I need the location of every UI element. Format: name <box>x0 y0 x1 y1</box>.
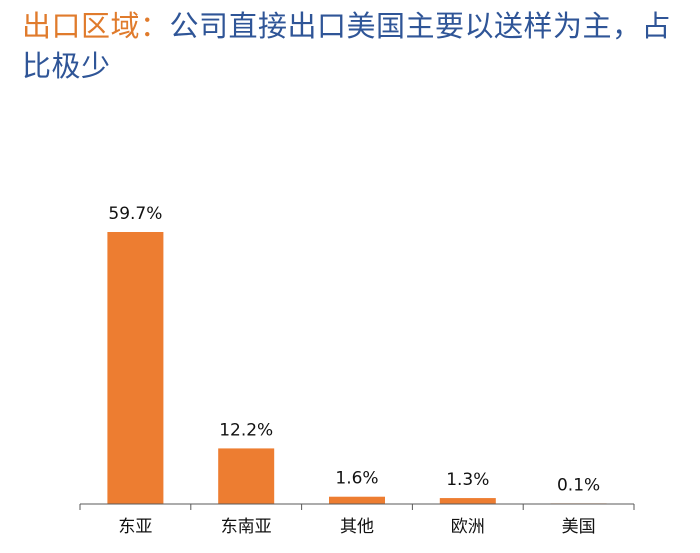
bar-3 <box>439 498 496 504</box>
bar-1 <box>218 448 275 504</box>
category-label-2: 其他 <box>340 517 374 537</box>
value-label-1: 12.2% <box>219 420 273 440</box>
category-label-3: 欧洲 <box>451 517 485 537</box>
value-label-3: 1.3% <box>446 470 489 490</box>
value-label-0: 59.7% <box>108 204 162 224</box>
category-label-0: 东亚 <box>118 517 152 537</box>
category-label-1: 东南亚 <box>221 517 272 537</box>
category-labels-group: 东亚 东南亚 其他 欧洲 美国 <box>118 517 595 537</box>
title-main: 公司直接出口美国主要以送样为主，占比极少 <box>22 9 672 83</box>
bars-group <box>107 232 607 504</box>
page-title: 出口区域：公司直接出口美国主要以送样为主，占比极少 <box>22 6 692 86</box>
value-label-2: 1.6% <box>335 469 378 489</box>
category-label-4: 美国 <box>562 517 596 537</box>
title-prefix: 出口区域： <box>22 9 170 43</box>
bar-2 <box>329 496 385 504</box>
value-labels-group: 59.7% 12.2% 1.6% 1.3% 0.1% <box>108 204 600 495</box>
value-label-4: 0.1% <box>557 475 600 495</box>
x-ticks-group <box>79 504 635 510</box>
bar-0 <box>107 232 164 504</box>
